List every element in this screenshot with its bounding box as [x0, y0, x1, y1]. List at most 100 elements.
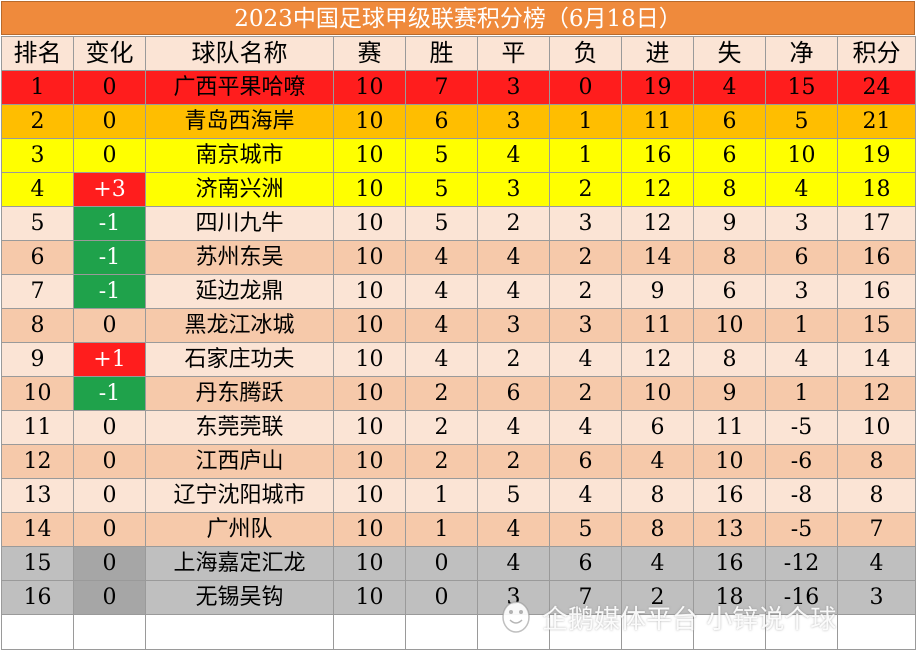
cell-won: 0: [405, 580, 478, 615]
cell-goal-diff: -6: [765, 444, 838, 479]
empty-cell: [333, 614, 406, 650]
cell-played: 10: [333, 308, 406, 343]
cell-goals-against: 4: [693, 70, 766, 105]
cell-rank: 9: [1, 342, 74, 377]
cell-goals-against: 8: [693, 342, 766, 377]
cell-goals-for: 10: [621, 376, 694, 411]
table-row: 12 0 江西庐山 10 2 2 6 4 10 -6 8: [1, 444, 916, 479]
cell-team: 江西庐山: [145, 444, 334, 479]
cell-rank: 14: [1, 512, 74, 547]
cell-drawn: 3: [477, 70, 550, 105]
table-row: 5 -1 四川九牛 10 5 2 3 12 9 3 17: [1, 206, 916, 241]
cell-won: 2: [405, 376, 478, 411]
cell-won: 5: [405, 138, 478, 173]
cell-change: 0: [73, 512, 146, 547]
cell-goal-diff: 5: [765, 104, 838, 139]
cell-drawn: 3: [477, 172, 550, 207]
table-row: 1 0 广西平果哈嘹 10 7 3 0 19 4 15 24: [1, 70, 916, 105]
cell-rank: 16: [1, 580, 74, 615]
table-row: 4 +3 济南兴洲 10 5 3 2 12 8 4 18: [1, 172, 916, 207]
cell-won: 1: [405, 512, 478, 547]
cell-goal-diff: -8: [765, 478, 838, 513]
cell-won: 2: [405, 410, 478, 445]
cell-change: 0: [73, 104, 146, 139]
empty-cell: [693, 614, 766, 650]
cell-lost: 4: [549, 342, 622, 377]
table-row: 14 0 广州队 10 1 4 5 8 13 -5 7: [1, 512, 916, 547]
cell-goals-for: 16: [621, 138, 694, 173]
cell-change: 0: [73, 580, 146, 615]
header-goal-diff: 净: [765, 36, 838, 71]
cell-change: 0: [73, 444, 146, 479]
cell-goals-for: 6: [621, 410, 694, 445]
cell-team: 青岛西海岸: [145, 104, 334, 139]
cell-team: 南京城市: [145, 138, 334, 173]
cell-goals-for: 11: [621, 104, 694, 139]
cell-rank: 3: [1, 138, 74, 173]
cell-change: 0: [73, 546, 146, 581]
header-row: 排名 变化 球队名称 赛 胜 平 负 进 失 净 积分: [1, 36, 916, 71]
cell-team: 延边龙鼎: [145, 274, 334, 309]
cell-won: 5: [405, 172, 478, 207]
cell-team: 东莞莞联: [145, 410, 334, 445]
cell-rank: 2: [1, 104, 74, 139]
cell-goals-for: 12: [621, 172, 694, 207]
cell-drawn: 4: [477, 512, 550, 547]
table-title: 2023中国足球甲级联赛积分榜（6月18日）: [1, 1, 915, 35]
table-row: 6 -1 苏州东吴 10 4 4 2 14 8 6 16: [1, 240, 916, 275]
cell-rank: 8: [1, 308, 74, 343]
cell-played: 10: [333, 240, 406, 275]
cell-change: +3: [73, 172, 146, 207]
table-row: 13 0 辽宁沈阳城市 10 1 5 4 8 16 -8 8: [1, 478, 916, 513]
cell-drawn: 4: [477, 240, 550, 275]
cell-goal-diff: 4: [765, 172, 838, 207]
cell-points: 3: [837, 580, 916, 615]
cell-goals-for: 9: [621, 274, 694, 309]
cell-played: 10: [333, 478, 406, 513]
cell-points: 19: [837, 138, 916, 173]
cell-goal-diff: 15: [765, 70, 838, 105]
empty-cell: [73, 614, 146, 650]
standings-table: 排名 变化 球队名称 赛 胜 平 负 进 失 净 积分 1 0 广西平果哈嘹 10 7 3…: [1, 36, 916, 650]
cell-goal-diff: 1: [765, 308, 838, 343]
empty-cell: [837, 614, 916, 650]
cell-drawn: 6: [477, 376, 550, 411]
cell-points: 10: [837, 410, 916, 445]
cell-lost: 7: [549, 580, 622, 615]
cell-rank: 7: [1, 274, 74, 309]
cell-goal-diff: -5: [765, 410, 838, 445]
cell-team: 上海嘉定汇龙: [145, 546, 334, 581]
cell-team: 辽宁沈阳城市: [145, 478, 334, 513]
cell-played: 10: [333, 580, 406, 615]
cell-team: 黑龙江冰城: [145, 308, 334, 343]
cell-lost: 5: [549, 512, 622, 547]
cell-drawn: 2: [477, 206, 550, 241]
table-row: 16 0 无锡吴钩 10 0 3 7 2 18 -16 3: [1, 580, 916, 615]
cell-team: 苏州东吴: [145, 240, 334, 275]
cell-goals-against: 9: [693, 376, 766, 411]
cell-played: 10: [333, 546, 406, 581]
header-played: 赛: [333, 36, 406, 71]
cell-played: 10: [333, 512, 406, 547]
cell-drawn: 3: [477, 308, 550, 343]
cell-points: 16: [837, 240, 916, 275]
cell-rank: 6: [1, 240, 74, 275]
cell-lost: 4: [549, 410, 622, 445]
cell-goal-diff: 3: [765, 206, 838, 241]
cell-change: -1: [73, 376, 146, 411]
header-lost: 负: [549, 36, 622, 71]
cell-lost: 2: [549, 274, 622, 309]
cell-drawn: 4: [477, 410, 550, 445]
cell-goals-against: 18: [693, 580, 766, 615]
cell-rank: 10: [1, 376, 74, 411]
cell-change: -1: [73, 274, 146, 309]
cell-played: 10: [333, 206, 406, 241]
cell-goals-against: 16: [693, 546, 766, 581]
header-team: 球队名称: [145, 36, 334, 71]
cell-goals-for: 14: [621, 240, 694, 275]
cell-won: 4: [405, 240, 478, 275]
empty-cell: [765, 614, 838, 650]
cell-goals-against: 6: [693, 274, 766, 309]
cell-drawn: 4: [477, 274, 550, 309]
